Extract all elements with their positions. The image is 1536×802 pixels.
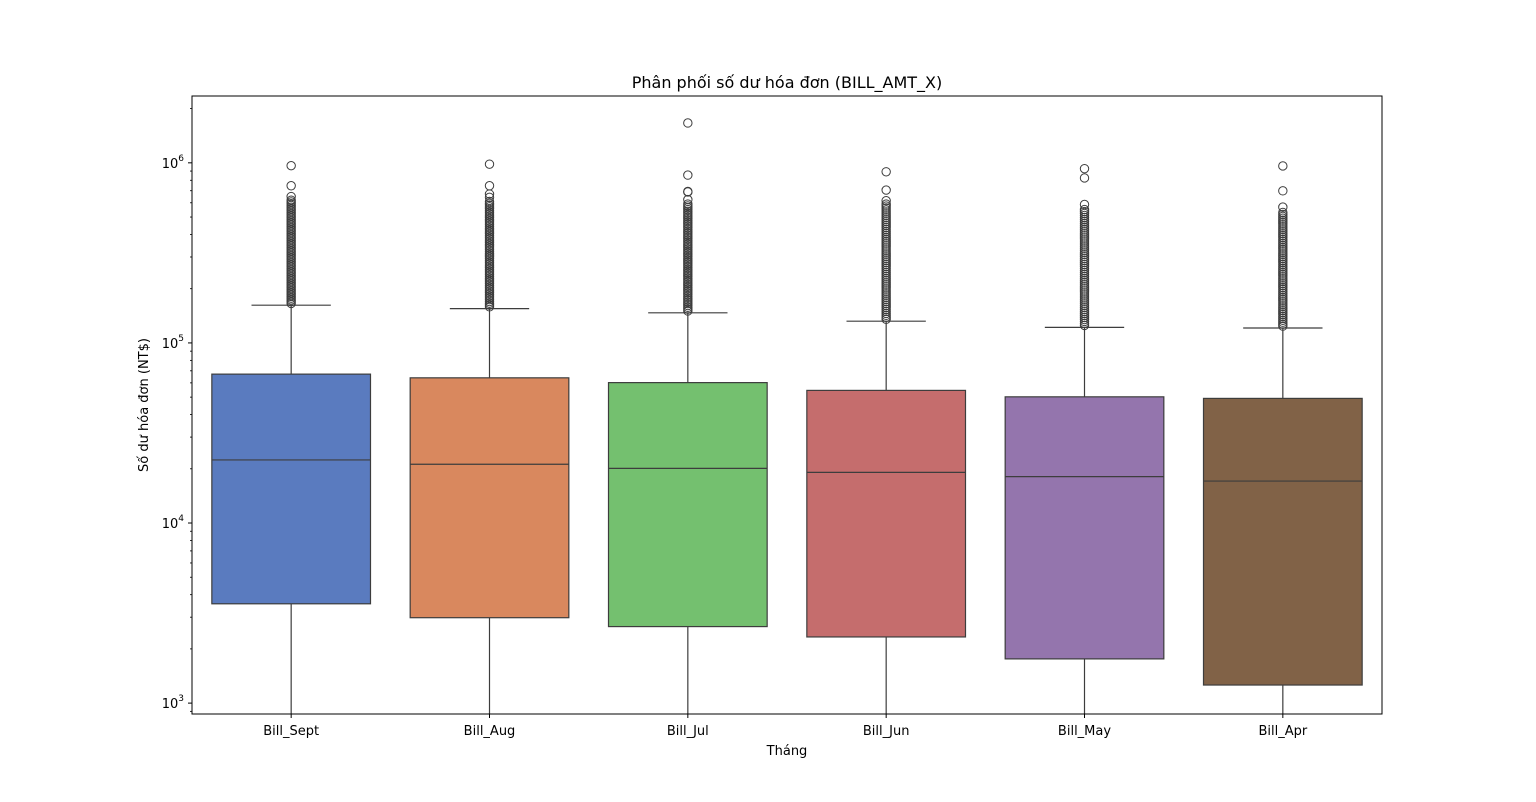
outlier-point: [683, 199, 693, 209]
x-tick-label: Bill_Aug: [464, 724, 516, 739]
outlier-point: [1079, 163, 1090, 174]
x-tick-label: Bill_May: [1058, 724, 1111, 739]
outliers: [484, 159, 495, 312]
box-iqr: [409, 377, 570, 619]
box-iqr: [607, 382, 768, 628]
outlier-point: [484, 181, 495, 191]
outlier-point: [1079, 204, 1090, 215]
x-axis-label: Tháng: [766, 744, 808, 759]
box-iqr: [211, 373, 372, 605]
box-group-bill-aug: [409, 159, 570, 714]
outlier-point: [484, 159, 495, 169]
outlier-point: [881, 196, 891, 206]
outlier-point: [1278, 186, 1288, 196]
chart-title: Phân phối số dư hóa đơn (BILL_AMT_X): [632, 73, 943, 93]
outlier-point: [1079, 199, 1090, 210]
x-tick-label: Bill_Apr: [1258, 724, 1307, 739]
outlier-point: [286, 191, 296, 202]
outlier-point: [683, 170, 693, 180]
y-tick-label: 105: [162, 334, 184, 352]
outlier-point: [484, 192, 495, 203]
y-tick-label: 106: [162, 154, 185, 172]
outlier-point: [683, 186, 693, 197]
outlier-point: [1278, 202, 1288, 212]
box-iqr: [1202, 397, 1363, 686]
box-group-bill-may: [1004, 163, 1165, 714]
x-axis-ticks: Bill_Sept Bill_Aug Bill_Jul Bill_Jun Bill_Ma…: [263, 714, 1308, 739]
outlier-point: [881, 185, 891, 195]
box-iqr: [806, 389, 967, 638]
outlier-point: [881, 199, 891, 209]
outliers: [683, 118, 693, 316]
y-axis-ticks: 103 104 105 106: [162, 108, 192, 712]
x-tick-label: Bill_Jul: [667, 724, 709, 739]
box-group-bill-apr: [1202, 161, 1363, 714]
outlier-point: [484, 196, 495, 207]
outliers: [1278, 161, 1288, 331]
x-tick-label: Bill_Jun: [863, 724, 910, 739]
x-tick-label: Bill_Sept: [263, 724, 319, 739]
box-group-bill-jul: [607, 118, 768, 714]
outlier-point: [286, 181, 296, 191]
outlier-point: [881, 167, 891, 177]
plot-frame: [191, 95, 1383, 715]
outlier-point: [286, 195, 296, 205]
y-axis-label: Số dư hóa đơn (NT$): [137, 338, 152, 472]
y-tick-label: 104: [162, 514, 185, 532]
outlier-point: [1278, 207, 1288, 218]
outlier-point: [1079, 173, 1090, 183]
outliers: [286, 160, 296, 309]
outliers: [881, 167, 891, 324]
box-group-bill-jun: [806, 167, 967, 714]
box-iqr: [1004, 396, 1165, 660]
outlier-point: [1278, 161, 1288, 171]
box-group-bill-sept: [211, 160, 372, 714]
y-tick-label: 103: [162, 694, 184, 712]
outliers: [1079, 163, 1090, 331]
outlier-point: [286, 160, 296, 171]
plot-area: [211, 118, 1363, 714]
outlier-point: [683, 118, 693, 128]
